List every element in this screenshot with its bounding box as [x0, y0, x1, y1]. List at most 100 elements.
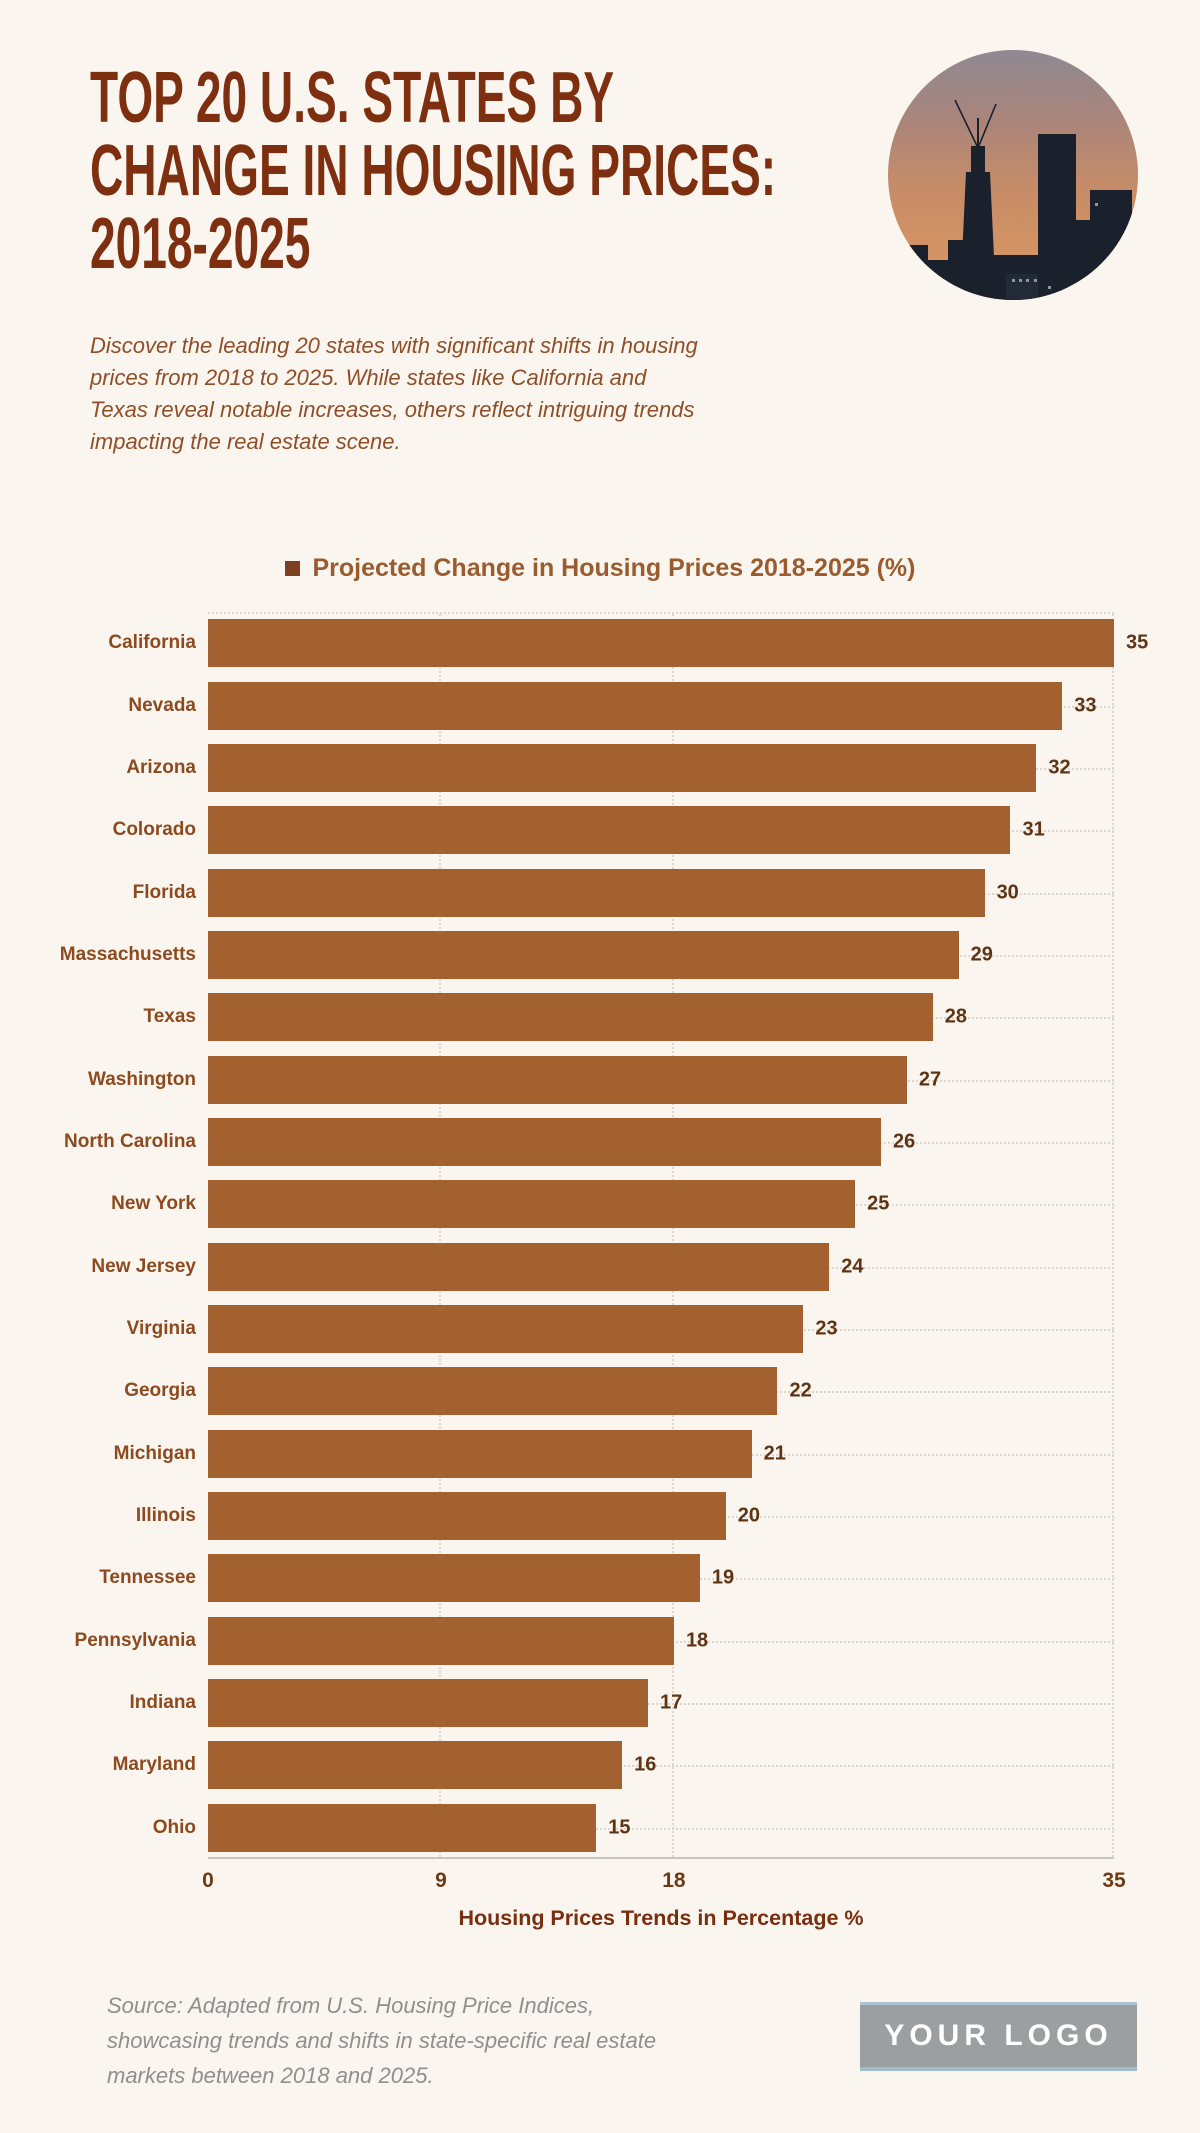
bar-value: 20	[737, 1504, 760, 1527]
bar-value: 31	[1022, 818, 1045, 841]
bar-value: 29	[970, 943, 993, 966]
bar-track: 21	[208, 1422, 1114, 1484]
bar-label: Tennessee	[99, 1567, 196, 1589]
bar-track: 16	[208, 1734, 1114, 1796]
bar-track: 17	[208, 1672, 1114, 1734]
bar-row: Colorado 31	[70, 799, 1114, 861]
bar-track: 18	[208, 1610, 1114, 1672]
bar-row: Michigan 21	[70, 1422, 1114, 1484]
bar-value: 18	[685, 1629, 709, 1652]
bar-row: Florida 30	[70, 861, 1114, 923]
bar-track: 32	[208, 737, 1114, 799]
x-tick: 35	[1102, 1869, 1126, 1892]
contrail	[907, 95, 1089, 109]
page-title-line-1: TOP 20 U.S. STATES BY	[90, 58, 615, 138]
bar-row: Ohio 15	[70, 1797, 1114, 1859]
plot-gridlines	[208, 612, 1114, 1859]
bar-value: 23	[815, 1317, 838, 1340]
bar	[208, 993, 933, 1042]
x-tick: 9	[435, 1869, 447, 1892]
bar-label: Michigan	[113, 1442, 196, 1464]
bar	[208, 1741, 623, 1790]
legend-swatch-icon	[284, 561, 300, 576]
bar	[208, 1679, 649, 1728]
chart-legend: Projected Change in Housing Prices 2018-…	[0, 554, 1200, 583]
row-gridline	[208, 1703, 1114, 1706]
bar	[208, 1304, 804, 1353]
bar-label: Virginia	[126, 1317, 196, 1339]
bar-label: Florida	[132, 881, 196, 903]
bar-row: California 35	[70, 612, 1148, 674]
bar	[208, 1180, 856, 1229]
legend-label: Projected Change in Housing Prices 2018-…	[312, 554, 916, 582]
bar-label: Maryland	[112, 1754, 196, 1776]
bar	[208, 1491, 726, 1540]
bar-value: 26	[893, 1130, 916, 1153]
bar-track: 15	[208, 1797, 1114, 1859]
bar-row: Nevada 33	[70, 674, 1114, 736]
bar-track: 24	[208, 1235, 1114, 1297]
bar-track: 27	[208, 1048, 1114, 1110]
bar-track: 28	[208, 986, 1114, 1048]
bar-label: North Carolina	[64, 1130, 196, 1152]
bar-rows: California 35 Nevada 33 Arizona 32 Color…	[59, 612, 1148, 1859]
bar	[208, 806, 1011, 855]
vertical-gridline	[1112, 614, 1114, 1857]
page-subtitle: Discover the leading 20 states with sign…	[90, 333, 698, 454]
bar-row: Texas 28	[70, 986, 1114, 1048]
bar-value: 25	[867, 1192, 890, 1215]
page-title-line-3: 2018-2025	[90, 204, 311, 284]
bar	[208, 1554, 700, 1603]
bar-chart: California 35 Nevada 33 Arizona 32 Color…	[59, 612, 1148, 1859]
bar-value: 30	[996, 881, 1019, 904]
bar-row: New Jersey 24	[70, 1235, 1114, 1297]
bar-row: Pennsylvania 18	[70, 1610, 1114, 1672]
bar-label: Ohio	[152, 1816, 196, 1838]
bar-value: 28	[944, 1005, 968, 1028]
bar-track: 22	[208, 1360, 1114, 1422]
bar-label: Washington	[88, 1068, 196, 1090]
row-gridline	[208, 1827, 1114, 1830]
bar	[208, 930, 959, 979]
bar-value: 19	[711, 1566, 735, 1589]
source-note: Source: Adapted from U.S. Housing Price …	[107, 1993, 657, 2088]
bar-value: 15	[608, 1816, 631, 1839]
vertical-gridline	[671, 614, 674, 1857]
bar-track: 25	[208, 1173, 1114, 1235]
bar-track: 23	[208, 1298, 1114, 1360]
bar-label: Colorado	[112, 819, 196, 841]
bar-track: 33	[208, 674, 1114, 736]
row-gridline	[208, 1765, 1114, 1768]
bar	[208, 1055, 907, 1104]
bar-value: 33	[1074, 694, 1097, 717]
bar-value: 32	[1048, 756, 1071, 779]
bar	[208, 1367, 778, 1416]
bar-label: Indiana	[129, 1692, 196, 1714]
bar-row: Arizona 32	[70, 737, 1114, 799]
bar	[208, 1117, 882, 1166]
lit-windows	[1012, 203, 1098, 289]
bar-value: 22	[789, 1379, 812, 1402]
bar-label: California	[108, 632, 196, 654]
bar-row: Georgia 22	[70, 1360, 1114, 1422]
bar-row: Washington 27	[70, 1048, 1114, 1110]
bar-row: North Carolina 26	[64, 1111, 1114, 1173]
bar-label: Texas	[143, 1006, 196, 1028]
bar-label: Massachusetts	[59, 943, 196, 965]
x-axis-title: Housing Prices Trends in Percentage %	[458, 1906, 864, 1930]
bar-track: 20	[208, 1485, 1114, 1547]
x-axis-ticks: 0 9 18 35	[202, 1869, 1126, 1895]
bar-value: 35	[1126, 631, 1149, 654]
bar	[208, 1803, 597, 1852]
x-tick: 18	[662, 1869, 686, 1892]
logo-placeholder: YOUR LOGO	[860, 2002, 1137, 2071]
bar-row: Indiana 17	[70, 1672, 1114, 1734]
bar-label: Arizona	[126, 756, 196, 778]
bar-value: 17	[660, 1691, 683, 1714]
bar-label: Nevada	[128, 694, 196, 716]
bar-value: 24	[841, 1255, 864, 1278]
bar-track: 30	[208, 861, 1114, 923]
x-tick: 0	[202, 1869, 214, 1892]
vertical-gridline	[438, 614, 441, 1857]
page-title: TOP 20 U.S. STATES BY CHANGE IN HOUSING …	[90, 58, 776, 284]
